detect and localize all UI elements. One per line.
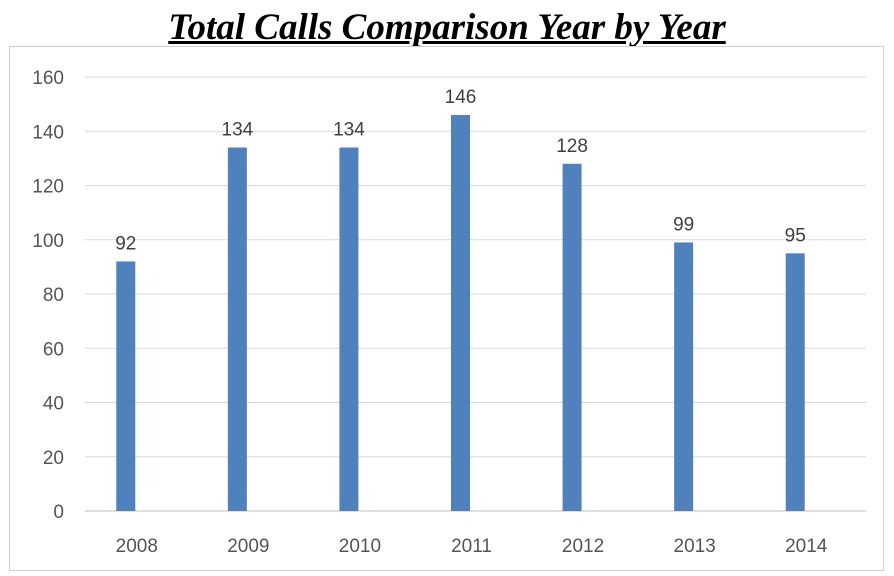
bar-2012 xyxy=(562,163,582,512)
bar-2014 xyxy=(785,253,805,511)
y-tick-label: 20 xyxy=(43,448,64,469)
data-label-2008: 92 xyxy=(115,233,136,254)
data-label-2010: 134 xyxy=(333,120,365,141)
bar-2008 xyxy=(116,261,136,511)
bar-2009 xyxy=(227,147,247,511)
y-tick-label: 140 xyxy=(32,122,64,143)
bars xyxy=(116,114,805,512)
x-axis-ticks: 2008 2009 2010 2011 2012 2013 2014 xyxy=(116,536,828,557)
y-tick-label: 60 xyxy=(43,339,64,360)
y-tick-label: 100 xyxy=(32,231,64,252)
y-tick-label: 80 xyxy=(43,285,64,306)
bar-2010 xyxy=(339,147,359,511)
chart-frame xyxy=(9,46,884,571)
data-label-2012: 128 xyxy=(556,136,588,157)
bar-2011 xyxy=(451,114,470,511)
gridlines xyxy=(85,76,866,512)
data-label-2014: 95 xyxy=(785,225,806,246)
y-tick-label: 160 xyxy=(32,68,64,89)
x-tick-label: 2014 xyxy=(785,536,828,557)
data-label-2013: 99 xyxy=(673,214,694,235)
y-tick-label: 0 xyxy=(53,502,64,523)
y-axis-ticks: 0 20 40 60 80 100 120 140 160 xyxy=(32,68,64,523)
x-tick-label: 2013 xyxy=(674,536,716,557)
y-tick-label: 120 xyxy=(32,177,64,198)
x-tick-label: 2012 xyxy=(562,536,604,557)
x-tick-label: 2011 xyxy=(451,536,492,557)
data-labels: 92 134 134 146 128 99 95 xyxy=(115,87,806,254)
x-tick-label: 2010 xyxy=(339,536,381,557)
x-tick-label: 2009 xyxy=(227,536,269,557)
data-label-2011: 146 xyxy=(445,87,477,108)
bar-2013 xyxy=(674,242,694,511)
y-tick-label: 40 xyxy=(43,394,64,415)
chart-title: Total Calls Comparison Year by Year xyxy=(168,7,726,48)
data-label-2009: 134 xyxy=(222,120,254,141)
x-tick-label: 2008 xyxy=(116,536,158,557)
